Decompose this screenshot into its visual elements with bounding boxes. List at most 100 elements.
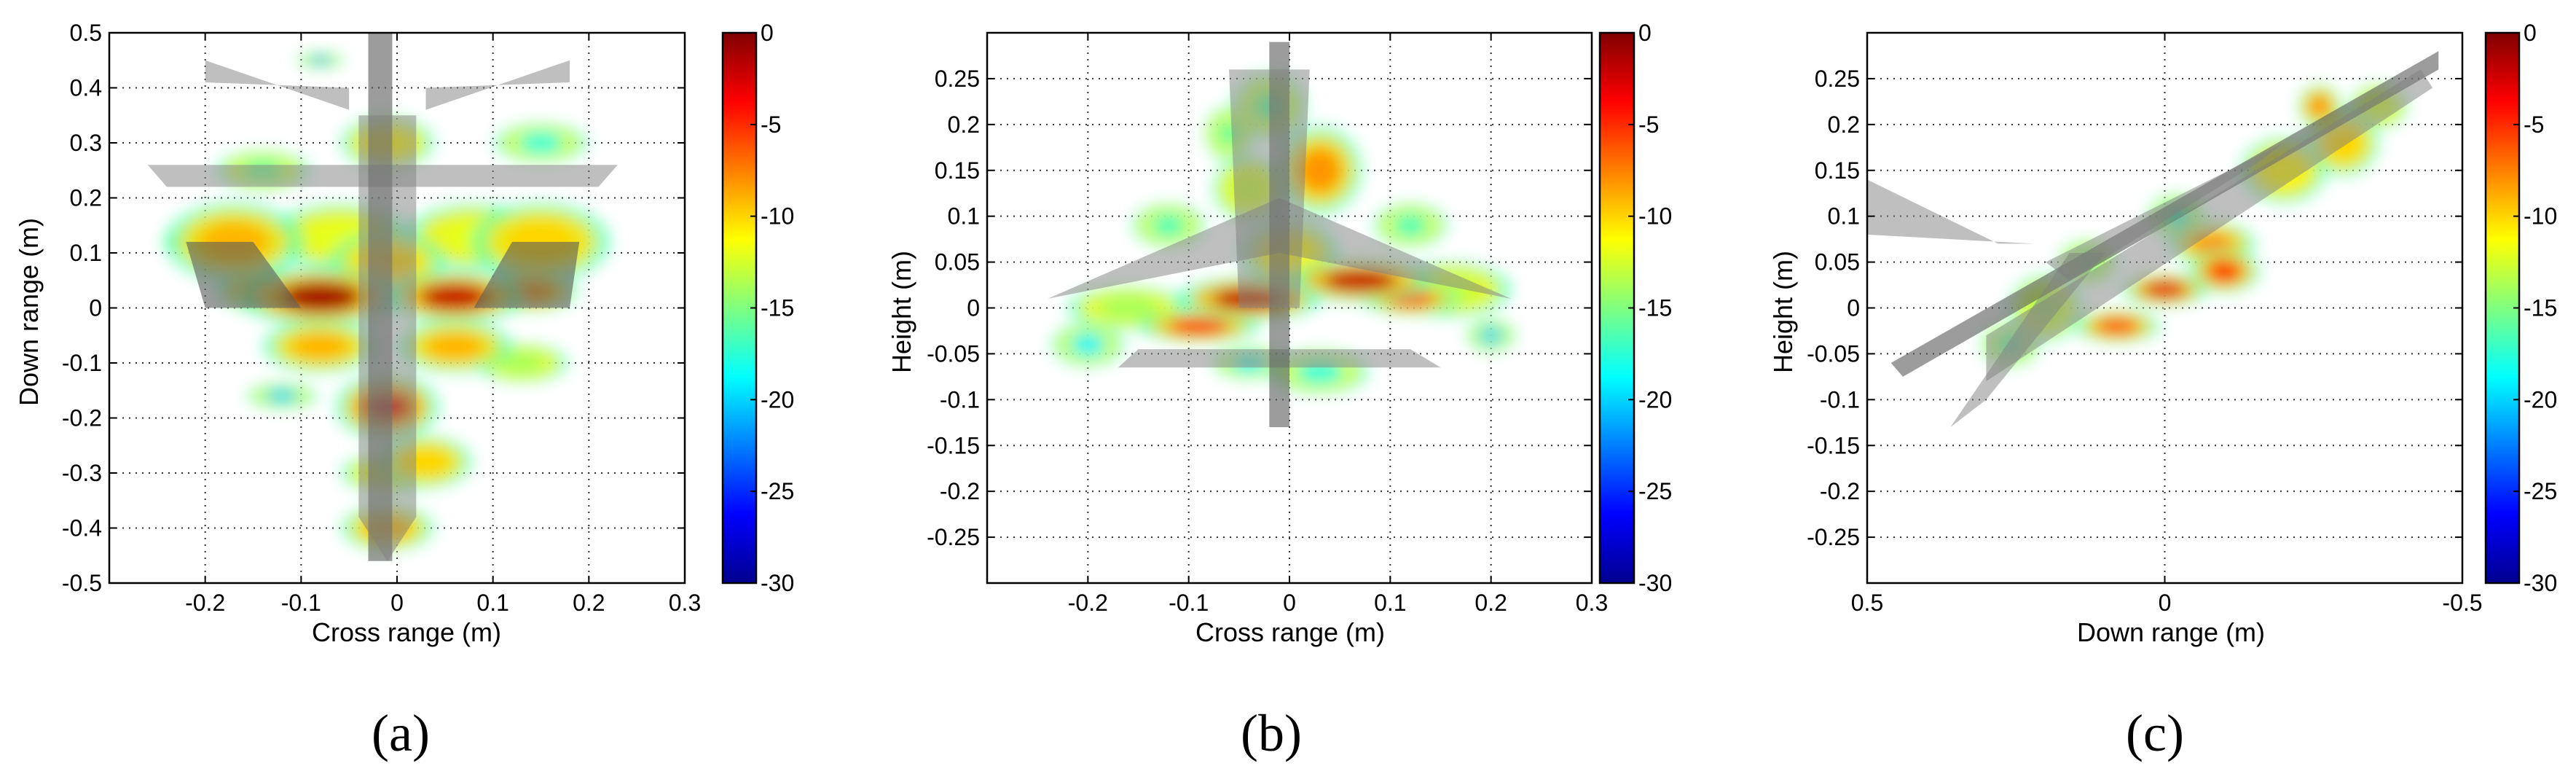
x-tick-label: -0.2 bbox=[185, 590, 225, 616]
scatter-center bbox=[1324, 269, 1397, 292]
y-tick-label: -0.25 bbox=[927, 524, 980, 550]
panel-a: -0.2 -0.1 0 0.1 0.2 0.3-0.5-0.4-0.3-0.2-0.100… bbox=[14, 20, 794, 762]
x-tick-label: 0 bbox=[2159, 590, 2172, 616]
colorbar-tick-label: -25 bbox=[2524, 478, 2557, 504]
colorbar-tick-label: 0 bbox=[1638, 20, 1652, 46]
aircraft-part bbox=[1229, 69, 1310, 308]
panel-a-xlabel: Cross range (m) bbox=[312, 617, 501, 647]
aircraft-part bbox=[474, 241, 580, 308]
ticks: -0.2 -0.1 0 0.1 0.2 0.3 -0.25 -0.2 -0.15 -0.1 -0.0… bbox=[927, 33, 1608, 616]
panel-c-plot: 0.5 0 -0.5 -0.25 -0.2 -0.15 -0.1 -0.05 0 0.05 0.1 0… bbox=[1807, 20, 2557, 616]
x-tick-label: 0.1 bbox=[476, 590, 508, 616]
y-tick-label: 0.2 bbox=[1828, 112, 1860, 138]
y-tick-label: 0.1 bbox=[948, 203, 980, 230]
colorbar: 0 -5 -10 -15 -20 -25 -30 bbox=[2484, 20, 2557, 596]
panel-b-label: (b) bbox=[1241, 704, 1302, 762]
scatter-center bbox=[2206, 260, 2242, 283]
aircraft-part bbox=[2046, 143, 2284, 281]
aircraft-model bbox=[1867, 51, 2439, 428]
scatter-center bbox=[1069, 333, 1107, 356]
y-tick-label: 0.1 bbox=[70, 240, 102, 266]
y-tick-label: -0.4 bbox=[62, 515, 102, 542]
panel-c-label: (c) bbox=[2126, 704, 2184, 762]
colorbar: 0 -5 -10 -15 -20 -25 -30 bbox=[721, 20, 794, 596]
x-tick-label: 0 bbox=[1283, 590, 1296, 616]
scatter-center bbox=[498, 353, 545, 373]
y-tick-label: 0.5 bbox=[70, 20, 102, 46]
scatter-center bbox=[425, 333, 484, 360]
y-tick-label: 0 bbox=[1847, 295, 1860, 321]
aircraft-part bbox=[425, 60, 570, 110]
panel-b: -0.2 -0.1 0 0.1 0.2 0.3 -0.25 -0.2 -0.15 -0.1 -0.0… bbox=[887, 20, 1672, 762]
panel-a-ylabel: Down range (m) bbox=[14, 218, 44, 406]
x-tick-label: 0.2 bbox=[1474, 590, 1507, 616]
y-tick-label: -0.2 bbox=[940, 478, 980, 504]
y-tick-label: 0.1 bbox=[1828, 203, 1860, 230]
colorbar-tick-label: -5 bbox=[761, 112, 781, 138]
panel-a-label: (a) bbox=[372, 704, 430, 762]
aircraft-part bbox=[1950, 253, 2105, 428]
panel-c: 0.5 0 -0.5 -0.25 -0.2 -0.15 -0.1 -0.05 0 0.05 0.1 0… bbox=[1768, 20, 2557, 762]
scatter-center bbox=[308, 56, 332, 65]
colorbar-tick-label: 0 bbox=[2524, 20, 2537, 46]
x-tick-label: 0 bbox=[390, 590, 404, 616]
scatter-center bbox=[280, 282, 361, 312]
y-tick-label: 0.05 bbox=[1815, 249, 1860, 275]
x-tick-label: -0.5 bbox=[2442, 590, 2482, 616]
x-tick-label: -0.2 bbox=[1068, 590, 1108, 616]
panel-b-ylabel: Height (m) bbox=[887, 251, 916, 373]
y-tick-label: 0.05 bbox=[935, 249, 980, 275]
scatter-center bbox=[291, 333, 350, 360]
y-tick-label: -0.15 bbox=[927, 432, 980, 458]
x-tick-label: -0.1 bbox=[1169, 590, 1209, 616]
y-tick-label: 0.2 bbox=[948, 112, 980, 138]
ticks: -0.2 -0.1 0 0.1 0.2 0.3 -0.5 -0.4 -0.3 -0.2 -0.1 0 0… bbox=[62, 20, 701, 616]
y-tick-label: 0.2 bbox=[70, 185, 102, 211]
x-tick-label: 0.3 bbox=[1576, 590, 1608, 616]
colorbar-tick-label: -15 bbox=[1638, 295, 1672, 321]
y-tick-label: -0.05 bbox=[1807, 340, 1860, 367]
panel-c-xlabel: Down range (m) bbox=[2077, 617, 2265, 647]
y-tick-label: 0 bbox=[89, 295, 102, 321]
y-tick-label: -0.5 bbox=[62, 570, 102, 596]
y-tick-label: 0 bbox=[967, 295, 980, 321]
x-tick-label: 0.5 bbox=[1851, 590, 1883, 616]
colorbar-tick-label: -25 bbox=[1638, 478, 1672, 504]
panel-b-xlabel: Cross range (m) bbox=[1195, 617, 1385, 647]
colorbar-tick-label: -25 bbox=[761, 478, 794, 504]
colorbar-tick-label: -30 bbox=[761, 570, 794, 596]
colorbar-tick-label: -5 bbox=[2524, 112, 2544, 138]
x-tick-label: 0.3 bbox=[669, 590, 701, 616]
y-tick-label: -0.1 bbox=[62, 350, 102, 376]
colorbar: 0 -5 -10 -15 -20 -25 -30 bbox=[1598, 20, 1672, 596]
panel-a-plot: -0.2 -0.1 0 0.1 0.2 0.3-0.5-0.4-0.3-0.2-0.100… bbox=[62, 20, 794, 616]
colorbar-tick-label: -10 bbox=[761, 203, 794, 230]
scatter-center bbox=[264, 389, 299, 403]
y-tick-label: 0.3 bbox=[70, 130, 102, 156]
y-tick-label: -0.25 bbox=[1807, 524, 1860, 550]
scatter-center bbox=[420, 284, 490, 310]
scatter-center bbox=[2309, 95, 2330, 117]
aircraft-model bbox=[1048, 42, 1512, 428]
y-tick-label: -0.15 bbox=[1807, 432, 1860, 458]
colorbar-tick-label: -20 bbox=[761, 386, 794, 413]
aircraft-part bbox=[205, 60, 350, 110]
colorbar-tick-label: -5 bbox=[1638, 112, 1659, 138]
colorbar-tick-label: -15 bbox=[761, 295, 794, 321]
y-tick-label: -0.1 bbox=[940, 386, 980, 413]
y-tick-label: -0.05 bbox=[927, 340, 980, 367]
colorbar-tick-label: 0 bbox=[761, 20, 774, 46]
scatter-center bbox=[1098, 297, 1159, 319]
colorbar-tick-label: -20 bbox=[1638, 386, 1672, 413]
y-tick-label: -0.2 bbox=[1820, 478, 1860, 504]
x-tick-label: -0.1 bbox=[281, 590, 321, 616]
x-tick-label: 0.2 bbox=[573, 590, 605, 616]
colorbar-tick-label: -10 bbox=[2524, 203, 2557, 230]
y-tick-label: 0.4 bbox=[70, 75, 102, 101]
y-tick-label: 0.15 bbox=[935, 157, 980, 184]
scatter-center bbox=[1150, 214, 1187, 237]
scatter-center bbox=[1479, 327, 1504, 344]
y-tick-label: 0.25 bbox=[1815, 66, 1860, 92]
panel-b-plot: -0.2 -0.1 0 0.1 0.2 0.3 -0.25 -0.2 -0.15 -0.1 -0.0… bbox=[927, 20, 1672, 616]
